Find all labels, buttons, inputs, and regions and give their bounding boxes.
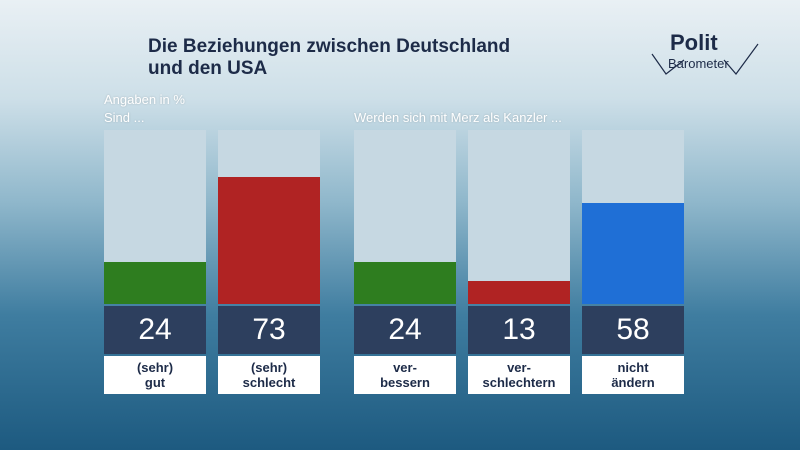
category-label-line2: ändern — [611, 375, 655, 390]
bar-value-label: 24 — [354, 306, 456, 354]
bar-value-label: 24 — [104, 306, 206, 354]
category-label-line2: schlechtern — [482, 375, 556, 390]
category-label-line1: ver- — [393, 360, 417, 375]
logo-polit-text: Polit — [670, 30, 718, 55]
bar-track — [468, 130, 570, 304]
category-label-line2: schlecht — [242, 375, 296, 390]
unit-label: Angaben in % — [104, 92, 185, 107]
category-label-line2: gut — [144, 375, 166, 390]
bar — [582, 203, 684, 304]
category-label-line1: (sehr) — [250, 360, 288, 375]
bar-value-label: 58 — [582, 306, 684, 354]
bar-category-label: nicht ändern — [582, 356, 684, 394]
chart-title-line2: und den USA — [148, 58, 268, 79]
chart-title-line1: Die Beziehungen zwischen Deutschland — [148, 36, 511, 57]
bar — [354, 262, 456, 304]
bar — [218, 177, 320, 304]
bar-value-label: 13 — [468, 306, 570, 354]
bar-track — [218, 130, 320, 304]
bar-track — [354, 130, 456, 304]
politbarometer-logo: Polit Barometer — [640, 30, 770, 80]
panel-heading-status: Sind ... — [104, 110, 145, 125]
bar — [104, 262, 206, 304]
bar — [468, 281, 570, 304]
category-label-line2: bessern — [380, 375, 430, 390]
chart-title: Die Beziehungen zwischen Deutschland und… — [148, 36, 608, 80]
bar-category-label: (sehr) schlecht — [218, 356, 320, 394]
bar-category-label: ver-schlechtern — [468, 356, 570, 394]
category-label-line1: nicht — [617, 360, 649, 375]
category-label-line1: (sehr) — [136, 360, 174, 375]
category-label-line1: ver- — [507, 360, 531, 375]
logo-barometer-text: Barometer — [668, 56, 729, 71]
bar-track — [104, 130, 206, 304]
panel-heading-merz: Werden sich mit Merz als Kanzler ... — [354, 110, 562, 125]
bar-category-label: ver-bessern — [354, 356, 456, 394]
checkmark-icon — [651, 43, 759, 75]
bar-track — [582, 130, 684, 304]
bar-value-label: 73 — [218, 306, 320, 354]
bar-category-label: (sehr) gut — [104, 356, 206, 394]
